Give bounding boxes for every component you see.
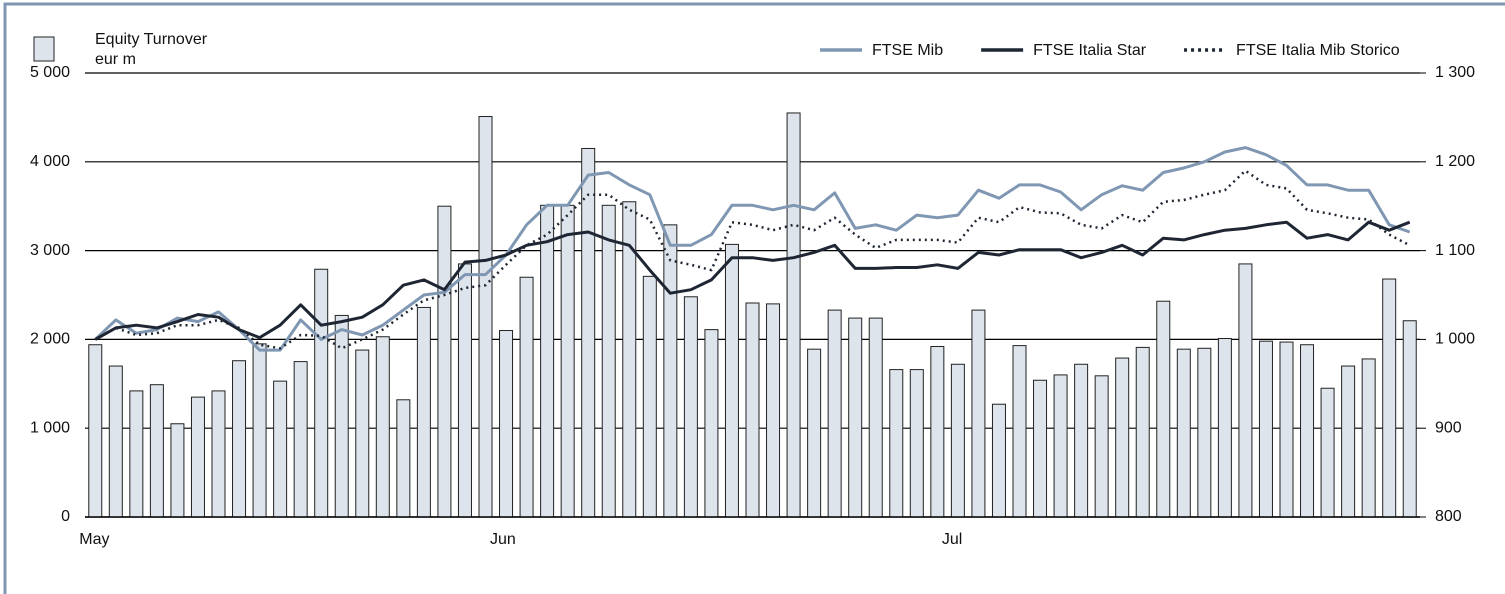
line-series — [94, 169, 1411, 350]
bar — [848, 317, 863, 518]
bar — [663, 224, 678, 518]
bar — [1217, 338, 1232, 518]
bar — [950, 363, 965, 518]
bar — [478, 116, 493, 518]
y2-tick-label: 1 100 — [1435, 242, 1475, 259]
y-tick-label: 0 — [61, 508, 70, 525]
y-axis-label: eur m — [95, 51, 136, 68]
bar — [108, 365, 123, 518]
y2-tick-label: 1 200 — [1435, 153, 1475, 170]
y2-tick-label: 900 — [1435, 419, 1462, 436]
bar — [540, 204, 555, 518]
bar — [991, 403, 1006, 518]
legend-swatch — [33, 36, 55, 62]
bar — [971, 309, 986, 518]
y-tick-label: 2 000 — [30, 331, 70, 348]
y-tick-label: 5 000 — [30, 64, 70, 81]
bar — [807, 348, 822, 518]
bar — [683, 296, 698, 518]
bar — [827, 309, 842, 518]
legend-label: Equity Turnover — [95, 31, 208, 48]
bar — [314, 268, 329, 518]
bar — [930, 346, 945, 518]
bar — [88, 344, 103, 518]
bar — [1279, 341, 1294, 518]
bar — [396, 399, 411, 518]
bar — [766, 303, 781, 518]
bar — [1402, 320, 1417, 518]
bar — [1320, 387, 1335, 518]
frame — [3, 2, 1505, 594]
bar — [642, 275, 657, 518]
bar — [457, 263, 472, 518]
bar — [273, 380, 288, 518]
bar — [1115, 357, 1130, 518]
bar — [1074, 363, 1089, 518]
bar — [1176, 348, 1191, 518]
x-tick-label: Jun — [490, 531, 516, 548]
bar — [252, 343, 267, 518]
bar — [416, 306, 431, 518]
bar — [1258, 340, 1273, 518]
legend-label: FTSE Mib — [872, 42, 943, 59]
bar — [1300, 344, 1315, 518]
bar — [190, 396, 205, 518]
bar — [1053, 374, 1068, 518]
bar — [1341, 365, 1356, 518]
bar — [889, 369, 904, 518]
y-tick-label: 1 000 — [30, 419, 70, 436]
bar — [149, 384, 164, 518]
bar — [560, 204, 575, 518]
bar — [1094, 375, 1109, 518]
bar — [868, 317, 883, 518]
y-tick-label: 4 000 — [30, 153, 70, 170]
y2-tick-label: 800 — [1435, 508, 1462, 525]
bar — [704, 329, 719, 518]
line-series — [94, 220, 1411, 341]
bar — [724, 243, 739, 518]
bar — [601, 204, 616, 518]
bar — [170, 423, 185, 518]
bar — [232, 360, 247, 518]
bar — [211, 390, 226, 518]
bar — [375, 336, 390, 518]
bar — [499, 330, 514, 518]
bar — [129, 390, 144, 518]
bar — [1135, 346, 1150, 518]
bar — [1382, 278, 1397, 518]
bar — [334, 314, 349, 518]
x-tick-label: Jul — [942, 531, 962, 548]
legend-label: FTSE Italia Star — [1033, 42, 1147, 59]
bar — [519, 276, 534, 518]
bar — [1012, 345, 1027, 518]
bar — [1361, 358, 1376, 518]
bar — [1033, 379, 1048, 518]
bar — [581, 147, 596, 518]
legend-label: FTSE Italia Mib Storico — [1236, 42, 1400, 59]
x-tick-label: May — [79, 531, 109, 548]
y-tick-label: 3 000 — [30, 242, 70, 259]
bar — [1156, 300, 1171, 518]
bar — [745, 302, 760, 518]
bar — [293, 361, 308, 518]
bar — [786, 112, 801, 518]
bar — [909, 369, 924, 518]
bar — [437, 205, 452, 518]
bar — [355, 349, 370, 518]
y2-tick-label: 1 000 — [1435, 331, 1475, 348]
bar — [1238, 263, 1253, 518]
y2-tick-label: 1 300 — [1435, 64, 1475, 81]
bar — [1197, 347, 1212, 518]
line-series — [94, 146, 1411, 352]
